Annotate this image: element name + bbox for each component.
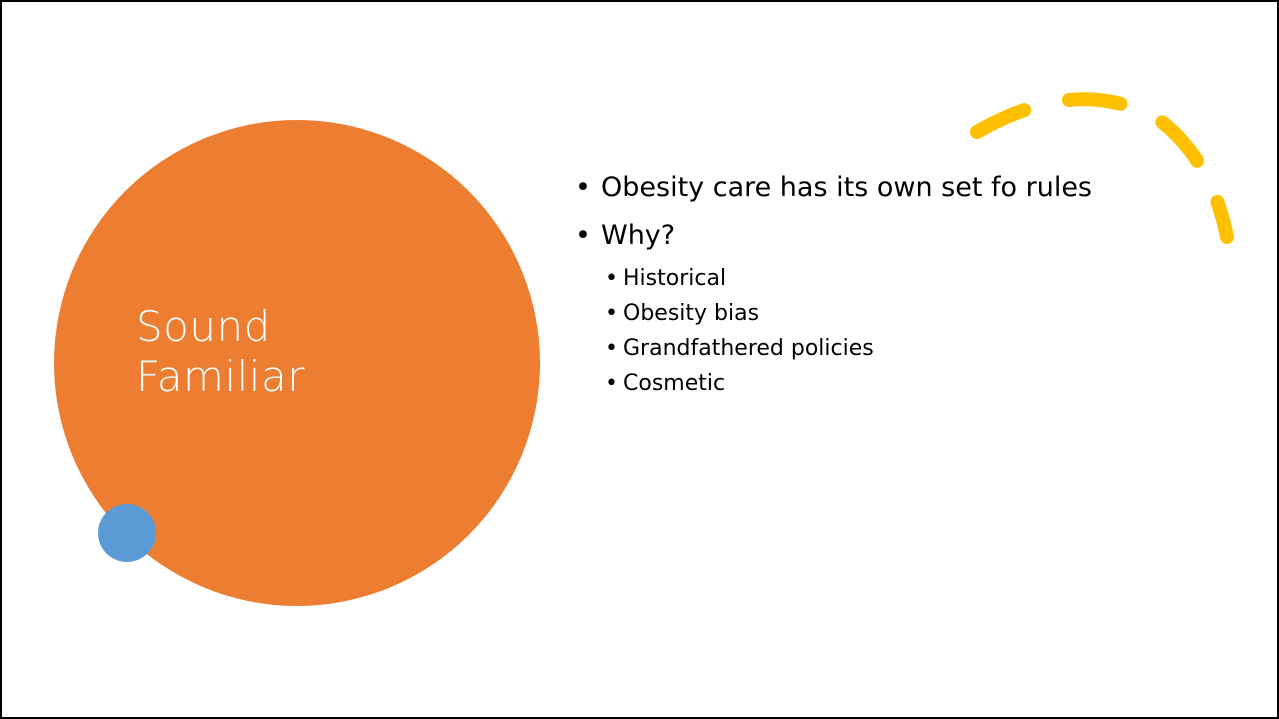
- sub-bullet-list: • Historical • Obesity bias • Grandfathe…: [601, 261, 1092, 401]
- sub-bullet-text: Obesity bias: [623, 301, 760, 326]
- bullet-marker: •: [605, 336, 618, 361]
- sub-bullet-text: Cosmetic: [623, 371, 726, 396]
- slide-title-line-1: Sound: [136, 302, 271, 351]
- bullet-text: Obesity care has its own set fo rules: [601, 172, 1092, 203]
- sub-bullet-item: • Obesity bias: [601, 296, 1092, 331]
- sub-bullet-item: • Historical: [601, 261, 1092, 296]
- sub-bullet-text: Grandfathered policies: [623, 336, 874, 361]
- bullet-marker: •: [605, 301, 618, 326]
- bullet-marker: •: [575, 220, 591, 251]
- bullet-marker: •: [605, 266, 618, 291]
- bullet-marker: •: [575, 172, 591, 203]
- sub-bullet-item: • Cosmetic: [601, 366, 1092, 401]
- bullet-item: • Why? • Historical • Obesity bias • Gra…: [572, 218, 1092, 401]
- slide-title: Sound Familiar: [136, 302, 396, 401]
- sub-bullet-text: Historical: [623, 266, 727, 291]
- bullet-item: • Obesity care has its own set fo rules: [572, 170, 1092, 205]
- blue-circle-shape: [98, 504, 156, 562]
- bullet-list: • Obesity care has its own set fo rules …: [572, 170, 1092, 414]
- sub-bullet-item: • Grandfathered policies: [601, 331, 1092, 366]
- bullet-text: Why?: [601, 220, 676, 251]
- slide-title-line-2: Familiar: [136, 351, 305, 401]
- bullet-marker: •: [605, 371, 618, 396]
